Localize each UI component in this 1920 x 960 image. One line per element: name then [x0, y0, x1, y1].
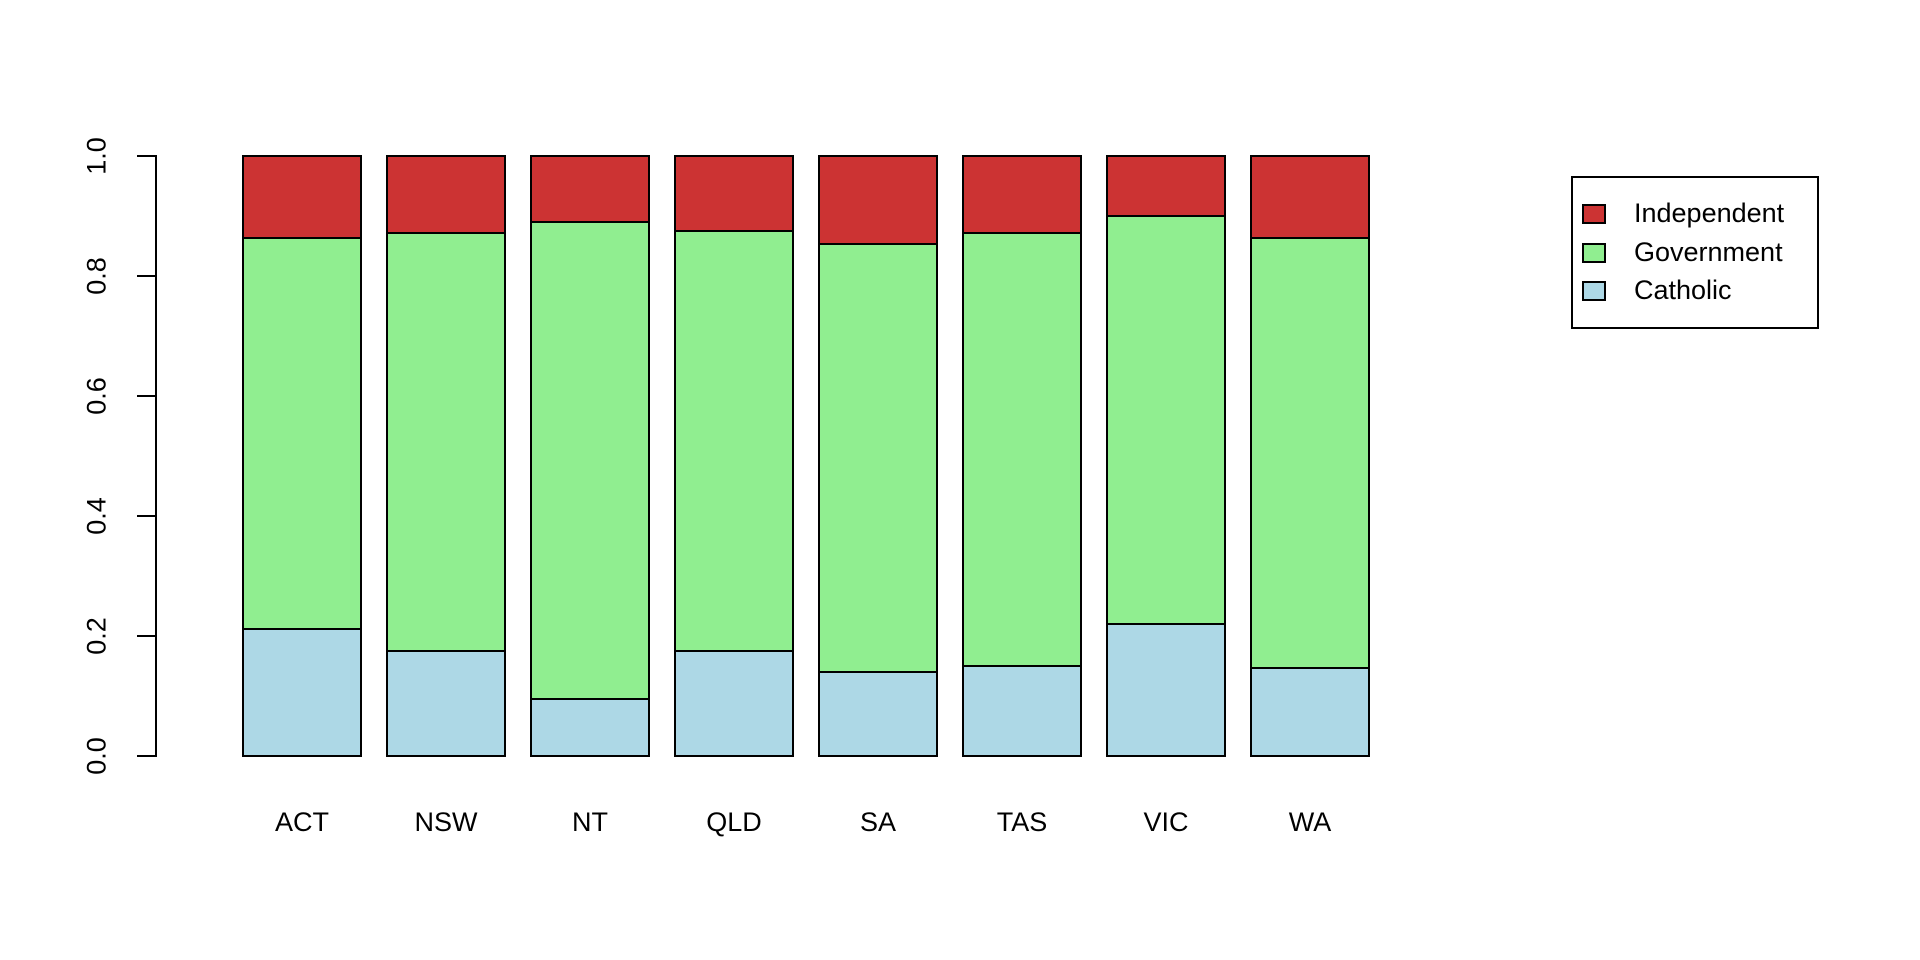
segment-vic-catholic — [1108, 622, 1224, 755]
legend-swatch-independent — [1582, 203, 1606, 224]
y-tick-mark — [137, 755, 157, 757]
bar-vic — [1106, 155, 1226, 757]
segment-act-independent — [244, 157, 360, 237]
legend-swatch-government — [1582, 242, 1606, 263]
y-tick-label: 0.0 — [81, 737, 112, 775]
y-tick-mark — [137, 395, 157, 397]
segment-nt-independent — [532, 157, 648, 221]
y-tick-mark — [137, 515, 157, 517]
segment-vic-government — [1108, 215, 1224, 623]
legend: Independent Government Catholic — [1571, 176, 1819, 329]
y-axis-line — [155, 155, 157, 757]
segment-wa-independent — [1252, 157, 1368, 237]
legend-row-independent: Independent — [1582, 197, 1817, 229]
x-tick-label-vic: VIC — [1143, 807, 1189, 837]
segment-tas-catholic — [964, 665, 1080, 755]
y-tick-mark — [137, 275, 157, 277]
y-tick-label: 0.6 — [81, 377, 112, 415]
segment-nsw-catholic — [388, 650, 504, 755]
legend-row-catholic: Catholic — [1582, 276, 1817, 306]
y-tick-label: 1.0 — [81, 137, 112, 175]
legend-label-catholic: Catholic — [1634, 275, 1732, 306]
segment-act-catholic — [244, 627, 360, 755]
y-tick-label: 0.8 — [81, 257, 112, 295]
bar-qld — [674, 155, 794, 757]
y-tick-mark — [137, 155, 157, 157]
segment-sa-catholic — [820, 671, 936, 755]
segment-tas-government — [964, 232, 1080, 666]
x-tick-label-qld: QLD — [706, 807, 762, 837]
bar-nsw — [386, 155, 506, 757]
y-tick-label: 0.2 — [81, 617, 112, 655]
x-tick-label-nt: NT — [572, 807, 608, 837]
y-tick-label: 0.4 — [81, 497, 112, 535]
bar-sa — [818, 155, 938, 757]
legend-label-independent: Independent — [1634, 197, 1785, 228]
bar-nt — [530, 155, 650, 757]
segment-qld-independent — [676, 157, 792, 230]
segment-wa-catholic — [1252, 667, 1368, 755]
segment-act-government — [244, 236, 360, 628]
x-tick-label-sa: SA — [859, 807, 897, 837]
segment-nt-government — [532, 220, 648, 699]
segment-wa-government — [1252, 236, 1368, 668]
segment-nsw-independent — [388, 157, 504, 233]
segment-qld-catholic — [676, 650, 792, 755]
legend-swatch-catholic — [1582, 281, 1606, 302]
segment-tas-independent — [964, 157, 1080, 233]
segment-sa-independent — [820, 157, 936, 243]
legend-row-government: Government — [1582, 236, 1817, 268]
legend-label-government: Government — [1634, 236, 1783, 267]
segment-vic-independent — [1108, 157, 1224, 215]
segment-nsw-government — [388, 232, 504, 651]
x-tick-label-wa: WA — [1288, 807, 1332, 837]
bar-tas — [962, 155, 1082, 757]
x-tick-label-tas: TAS — [996, 807, 1048, 837]
x-tick-label-act: ACT — [275, 807, 329, 837]
bar-act — [242, 155, 362, 757]
segment-qld-government — [676, 229, 792, 651]
y-tick-mark — [137, 635, 157, 637]
segment-nt-catholic — [532, 698, 648, 755]
x-tick-label-nsw: NSW — [414, 807, 478, 837]
bar-wa — [1250, 155, 1370, 757]
segment-sa-government — [820, 242, 936, 672]
